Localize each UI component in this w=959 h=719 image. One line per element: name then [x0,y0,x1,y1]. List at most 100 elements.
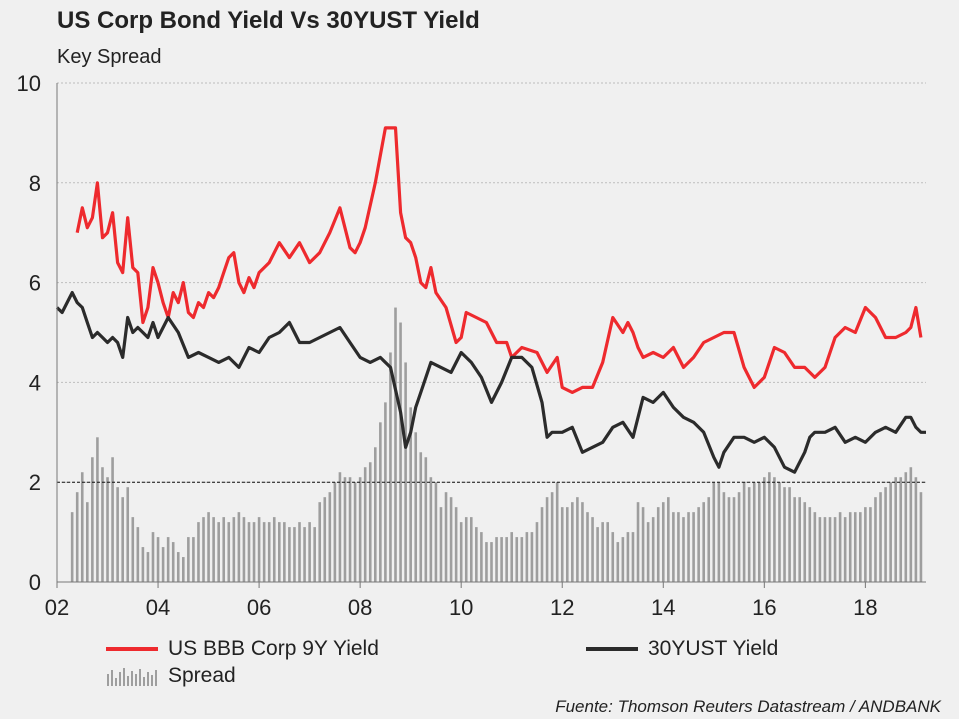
spread-bar [101,467,104,582]
spread-bar [747,487,751,582]
spread-bar [182,557,185,582]
spread-bar [661,502,665,582]
legend-spread-bar [139,669,141,686]
legend-item-spread: Spread [106,664,236,688]
spread-bar [414,432,418,582]
x-tick-labels: 02 04 06 08 10 12 14 16 18 [45,595,878,620]
x-tick-label: 06 [247,595,271,620]
y-tick-labels: 0 2 4 6 8 10 [17,71,41,595]
spread-bar [535,522,539,582]
x-tick-label: 12 [550,595,574,620]
spread-bar [449,497,453,582]
spread-bar [156,537,160,582]
spread-bar [368,462,372,582]
spread-bar [768,472,771,582]
spread-bar [889,482,892,582]
spread-bar [490,542,493,582]
legend-spread-bar [107,674,109,686]
spread-bar [687,512,690,582]
spread-bar [459,522,463,582]
spread-bar [207,512,210,582]
spread-bar [707,497,711,582]
legend-label-bbb: US BBB Corp 9Y Yield [168,637,379,660]
legend-item-bbb: US BBB Corp 9Y Yield [106,637,379,661]
chart-title: US Corp Bond Yield Vs 30YUST Yield [57,7,480,34]
spread-bar [621,537,625,582]
x-tick-label: 10 [449,595,473,620]
spread-bar [823,517,827,582]
spread-bar [439,507,443,582]
spread-bar [667,497,670,582]
spread-bar [742,482,746,582]
spread-bar [656,507,660,582]
spread-bar [697,507,700,582]
spread-bar [591,517,594,582]
spread-bar [298,522,301,582]
spread-bar [859,512,862,582]
spread-bar [515,537,519,582]
spread-bar [222,517,226,582]
spread-bar [278,522,281,582]
spread-bar [227,522,231,582]
spread-bar [384,402,387,582]
spread-bar [646,522,650,582]
spread-bar [798,497,801,582]
spread-bar [555,482,559,582]
spread-bar [838,512,842,582]
spread-bar [454,507,458,582]
spread-bar [126,487,130,582]
spread-bar [763,477,766,582]
spread-bar [510,532,514,582]
spread-bar [389,352,392,582]
legend-spread-bar [111,670,113,686]
spread-bar [262,522,266,582]
spread-bar [712,482,716,582]
spread-bar [581,502,584,582]
spread-bar [596,527,599,582]
spread-bar [293,527,296,582]
spread-bar [737,492,741,582]
spread-bar [136,527,140,582]
legend-spread-bar [151,675,153,686]
spread-bar [631,532,635,582]
legend-spread-bar [143,677,145,686]
series-lines [55,126,926,474]
spread-bar [308,522,311,582]
spread-bar [141,547,145,582]
spread-bar [288,527,291,582]
y-tick-label: 6 [29,271,41,296]
spread-bar [232,517,236,582]
x-tick-label: 16 [752,595,776,620]
spread-bar [692,512,695,582]
spread-bar [80,472,84,582]
spread-bar [464,517,468,582]
legend-swatch-spread [107,668,157,686]
spread-bar [187,537,190,582]
spread-bar [318,502,322,582]
series-line-ust [55,291,926,474]
spread-bar [813,512,817,582]
spread-bar [864,507,867,582]
spread-bar [495,537,498,582]
spread-bar [429,477,433,582]
spread-bar [313,527,316,582]
spread-bar [853,512,857,582]
legend-spread-bar [127,676,129,686]
legend-spread-bar [123,668,125,686]
chart-subtitle: Key Spread [57,46,162,68]
spread-bar [166,537,170,582]
spread-bar [899,477,903,582]
spread-bar [677,512,680,582]
spread-bar [530,532,534,582]
spread-bar [565,507,569,582]
spread-bar [783,487,786,582]
spread-bar [869,507,872,582]
spread-bar [283,522,286,582]
spread-bar [611,532,615,582]
spread-bar [788,487,791,582]
spread-bar [914,477,918,582]
spread-bar [146,552,150,582]
spread-bars [70,307,923,582]
spread-bar [828,517,832,582]
